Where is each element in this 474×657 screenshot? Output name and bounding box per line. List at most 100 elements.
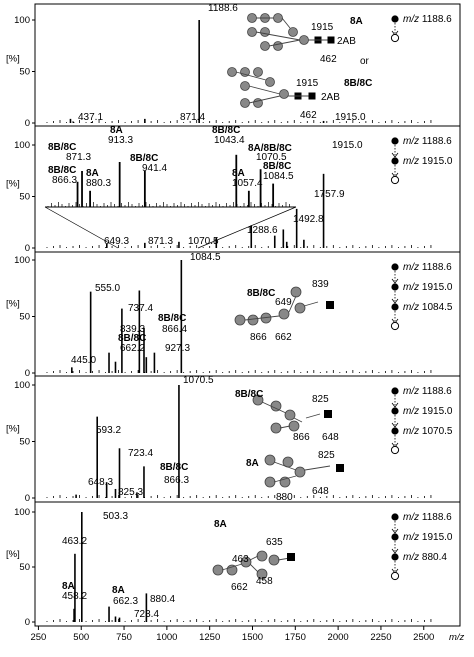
mannose-residue	[270, 422, 282, 434]
structure-text: 825	[312, 394, 329, 405]
inset-label: 8A	[110, 125, 123, 136]
peak-label: 649.3	[104, 236, 129, 247]
mannose-residue	[227, 67, 237, 77]
structure-text: 8A	[350, 16, 363, 27]
peak-label: 927.3	[165, 343, 190, 354]
precursor-dot	[391, 387, 399, 395]
inset-label: 1070.5	[256, 152, 287, 163]
peak-label: 1915.0	[335, 112, 366, 123]
x-axis-label: m/z	[449, 632, 465, 643]
precursor-dot	[391, 553, 399, 561]
y-tick-label: 0	[25, 493, 30, 504]
y-tick-label: 0	[25, 118, 30, 129]
y-axis-label: [%]	[6, 299, 20, 310]
glycosidic-bond	[235, 71, 267, 81]
x-tick-label: 1000	[156, 632, 177, 643]
glycosidic-bond	[305, 413, 321, 419]
peak-label: 1084.5	[190, 252, 221, 263]
inset-label: 941.4	[142, 163, 167, 174]
inset-label: 8B/8C	[130, 153, 158, 164]
structure-text: 463	[232, 554, 249, 565]
inset-label: 1043.4	[214, 135, 245, 146]
precursor-dot	[391, 283, 399, 291]
y-tick-label: 100	[14, 15, 30, 26]
peak-label: 8B/8C	[158, 313, 186, 324]
y-tick-label: 50	[19, 562, 30, 573]
peak-label: 839.3	[120, 324, 145, 335]
structure-text: 462	[300, 110, 317, 121]
msn-arrowhead	[391, 278, 399, 284]
precursor-dot	[391, 513, 399, 521]
x-tick-label: 2250	[370, 632, 391, 643]
msn-precursor: m/z 1070.5	[403, 426, 453, 437]
structure-text: or	[360, 56, 370, 67]
peak-label: 1288.6	[247, 225, 278, 236]
x-tick-label: 250	[30, 632, 46, 643]
mannose-residue	[253, 67, 263, 77]
peak-label: 8A	[112, 585, 125, 596]
panel-frame	[34, 251, 461, 377]
structure-text: 462	[320, 54, 337, 65]
glycosidic-bond	[268, 39, 301, 47]
mannose-residue	[252, 394, 264, 406]
inset-label: 1084.5	[263, 171, 294, 182]
mannose-residue	[264, 454, 276, 466]
msn-precursor: m/z 880.4	[403, 552, 447, 563]
msn-precursor: m/z 1915.0	[403, 406, 453, 417]
glycan-structures: 19154622AB8Aor19154622AB8B/8C8B/8C839649…	[212, 13, 372, 593]
mannose-residue	[278, 308, 290, 320]
mannose-residue	[273, 13, 283, 23]
msn-arrowhead	[391, 422, 399, 428]
structure-text: 8B/8C	[247, 288, 275, 299]
inset-label: 871.3	[66, 152, 91, 163]
glcnac-residue	[326, 301, 334, 309]
inset-label: 913.3	[108, 135, 133, 146]
panel-frame	[34, 501, 461, 627]
y-tick-label: 0	[25, 243, 30, 254]
msn-precursor: m/z 1915.0	[403, 282, 453, 293]
y-tick-label: 100	[14, 140, 30, 151]
inset-label: 866.3	[52, 175, 77, 186]
mannose-residue	[294, 466, 306, 478]
product-dot	[390, 571, 400, 581]
mannose-residue	[240, 81, 250, 91]
peak-label: 555.0	[95, 283, 120, 294]
mannose-residue	[212, 564, 224, 576]
mannose-residue	[265, 77, 275, 87]
peak-label: 662.3	[113, 596, 138, 607]
msn-precursor: m/z 1188.6	[403, 512, 452, 523]
y-axis-label: [%]	[6, 549, 20, 560]
msn-precursor: m/z 1915.0	[403, 532, 453, 543]
msn-arrowhead	[391, 152, 399, 158]
glycosidic-bond	[293, 417, 303, 423]
structure-text: 2AB	[337, 36, 356, 47]
peak-label: 648.3	[88, 477, 113, 488]
zoom-inset: 8B/8C871.38A913.38B/8C866.38A880.38B/8C9…	[44, 125, 297, 249]
mannose-residue	[247, 314, 259, 326]
inset-label: 8B/8C	[212, 125, 240, 136]
msn-arrowhead	[391, 548, 399, 554]
peak-label: 1915.0	[332, 140, 363, 151]
product-dot	[390, 33, 400, 43]
mannose-residue	[268, 554, 280, 566]
y-tick-label: 50	[19, 192, 30, 203]
spectra-panels: 100 50 0 [%] 1188.6 437.1 871.4 1915.0 m/z 1188.…	[6, 3, 461, 628]
structure-text: 8A	[246, 458, 259, 469]
x-tick-label: 750	[116, 632, 132, 643]
peak-label: 866.3	[164, 475, 189, 486]
peak-label: 1070.5	[188, 236, 219, 247]
structure-text: 458	[256, 576, 273, 587]
peak-label: 871.3	[148, 236, 173, 247]
inset-label: 8B/8C	[48, 142, 76, 153]
mannose-residue	[256, 550, 268, 562]
structure-text: 866	[250, 332, 267, 343]
glcnac-residue	[327, 36, 335, 44]
structure-text: 648	[322, 432, 339, 443]
x-tick-label: 1500	[242, 632, 263, 643]
msn-precursor: m/z 1915.0	[403, 156, 453, 167]
structure-text: 635	[266, 537, 283, 548]
glycosidic-bond	[248, 95, 281, 104]
peak-label: 1757.9	[314, 189, 345, 200]
structure-text: 8A	[214, 519, 227, 530]
